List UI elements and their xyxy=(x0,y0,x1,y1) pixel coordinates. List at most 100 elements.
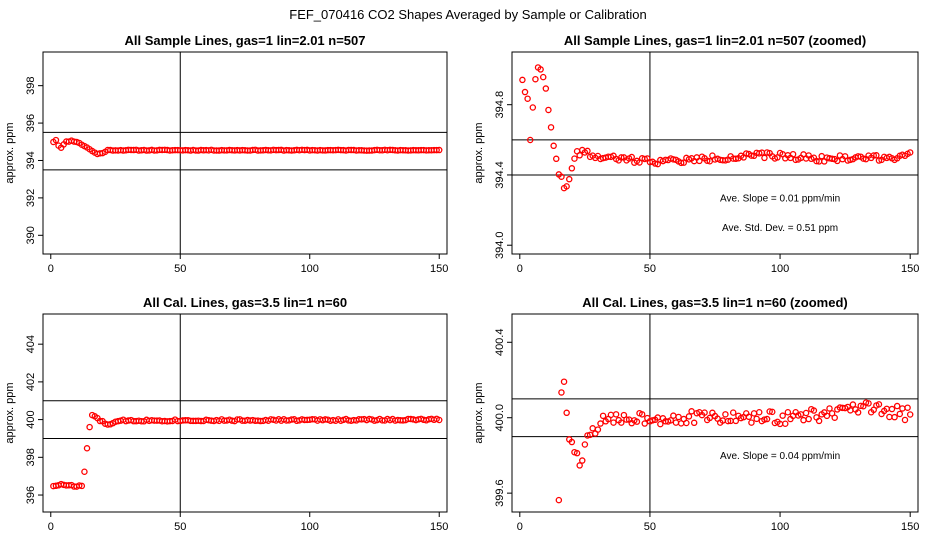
data-point xyxy=(633,418,641,425)
data-point xyxy=(802,409,810,417)
data-point xyxy=(906,411,914,418)
data-point xyxy=(769,408,776,416)
data-point xyxy=(435,416,443,424)
data-point xyxy=(571,155,578,162)
y-tick-label: 400 xyxy=(25,410,37,428)
data-point xyxy=(831,414,838,421)
data-point xyxy=(784,408,792,416)
data-point xyxy=(584,147,591,155)
data-point xyxy=(873,152,880,159)
data-point xyxy=(524,95,531,102)
data-series xyxy=(50,411,443,490)
chart-title: All Sample Lines, gas=1 lin=2.01 n=507 (… xyxy=(564,33,866,48)
plot-frame xyxy=(511,313,919,513)
x-tick-label: 0 xyxy=(517,263,523,275)
data-point xyxy=(753,415,760,423)
y-tick-label: 392 xyxy=(25,189,37,207)
data-point xyxy=(857,402,864,410)
data-point xyxy=(78,482,86,490)
y-tick-label: 400.4 xyxy=(494,329,506,357)
data-point xyxy=(672,419,680,426)
data-point xyxy=(519,76,526,84)
data-point xyxy=(888,405,896,413)
data-point xyxy=(875,401,883,408)
x-tick-label: 0 xyxy=(48,263,54,275)
data-point xyxy=(52,136,60,144)
y-tick-label: 398 xyxy=(25,448,37,466)
data-point xyxy=(573,449,581,457)
figure-title: FEF_070416 CO2 Shapes Averaged by Sample… xyxy=(289,7,646,22)
x-tick-label: 0 xyxy=(48,521,54,533)
data-point xyxy=(810,407,818,414)
chart-panel-2: All Sample Lines, gas=1 lin=2.01 n=507 (… xyxy=(473,33,919,275)
data-point xyxy=(657,420,664,428)
data-point xyxy=(761,154,768,162)
data-point xyxy=(823,412,831,420)
data-point xyxy=(680,159,688,166)
data-point xyxy=(745,413,753,421)
data-point xyxy=(568,165,576,172)
data-point xyxy=(701,409,708,416)
data-point xyxy=(532,75,539,83)
data-point xyxy=(755,408,763,416)
data-point xyxy=(724,417,732,425)
y-tick-label: 394.0 xyxy=(494,231,506,259)
data-point xyxy=(670,156,677,163)
x-tick-label: 50 xyxy=(174,263,186,275)
y-tick-label: 399.6 xyxy=(494,479,506,507)
data-point xyxy=(893,402,901,410)
data-point xyxy=(675,413,682,421)
data-point xyxy=(628,153,635,161)
data-series xyxy=(50,136,443,158)
data-point xyxy=(435,146,443,154)
data-point xyxy=(896,410,904,418)
data-point xyxy=(865,400,872,407)
x-tick-label: 50 xyxy=(644,263,656,275)
y-tick-label: 394.4 xyxy=(494,161,506,189)
data-point xyxy=(539,73,547,81)
data-point xyxy=(521,88,529,96)
stat-annotation: Ave. Slope = 0.04 ppm/min xyxy=(720,451,840,462)
data-point xyxy=(568,438,576,446)
data-point xyxy=(542,85,550,92)
data-point xyxy=(854,153,862,160)
data-point xyxy=(547,124,555,131)
data-point xyxy=(748,152,755,159)
data-point xyxy=(83,445,91,452)
plot-frame xyxy=(42,51,448,255)
plot-frame xyxy=(511,51,919,255)
data-point xyxy=(891,413,898,421)
x-tick-label: 50 xyxy=(644,521,656,533)
data-point xyxy=(815,417,823,425)
data-point xyxy=(906,149,914,156)
data-point xyxy=(618,419,625,426)
data-point xyxy=(638,411,646,418)
x-tick-label: 100 xyxy=(301,521,319,533)
data-point xyxy=(685,413,693,420)
chart-title: All Sample Lines, gas=1 lin=2.01 n=507 xyxy=(125,33,366,48)
data-point xyxy=(690,419,698,427)
x-tick-label: 150 xyxy=(901,263,919,275)
chart-panel-4: All Cal. Lines, gas=3.5 lin=1 n=60 (zoom… xyxy=(473,295,919,533)
data-series xyxy=(519,64,914,192)
y-tick-label: 394 xyxy=(25,151,37,169)
data-point xyxy=(870,152,878,159)
stat-annotation: Ave. Std. Dev. = 0.51 ppm xyxy=(722,223,838,234)
data-point xyxy=(779,412,786,419)
data-point xyxy=(667,417,675,424)
data-point xyxy=(612,411,620,418)
chart-title: All Cal. Lines, gas=3.5 lin=1 n=60 (zoom… xyxy=(582,295,848,310)
data-point xyxy=(782,420,789,427)
y-tick-label: 404 xyxy=(25,335,37,353)
data-point xyxy=(529,104,537,111)
y-axis-label: approx. ppm xyxy=(4,122,16,183)
data-point xyxy=(677,159,685,167)
data-point xyxy=(558,173,565,180)
data-point xyxy=(623,416,630,423)
data-point xyxy=(800,416,807,424)
x-tick-label: 150 xyxy=(430,263,448,275)
data-point xyxy=(579,457,586,464)
data-point xyxy=(558,389,565,396)
data-point xyxy=(618,154,625,161)
data-point xyxy=(96,417,104,425)
